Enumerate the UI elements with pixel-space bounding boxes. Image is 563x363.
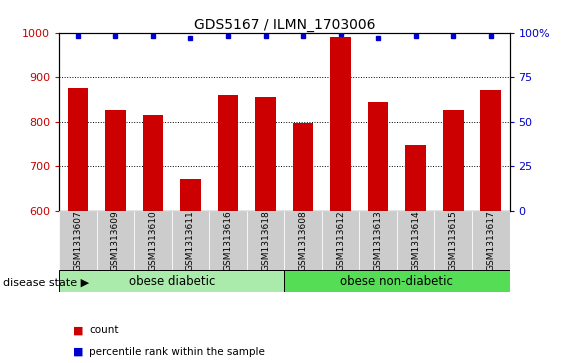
Bar (443, 110, 463, 211)
FancyBboxPatch shape (97, 211, 134, 270)
Bar (368, 102, 388, 211)
Text: GSM1313608: GSM1313608 (298, 210, 307, 271)
Text: percentile rank within the sample: percentile rank within the sample (89, 347, 265, 357)
FancyBboxPatch shape (59, 270, 284, 292)
FancyBboxPatch shape (247, 211, 284, 270)
FancyBboxPatch shape (134, 211, 172, 270)
FancyBboxPatch shape (435, 211, 472, 270)
Text: GSM1313613: GSM1313613 (374, 210, 383, 271)
Bar (255, 97, 276, 211)
Title: GDS5167 / ILMN_1703006: GDS5167 / ILMN_1703006 (194, 18, 375, 32)
Bar (293, 123, 314, 211)
Text: obese non-diabetic: obese non-diabetic (341, 275, 453, 288)
Bar (330, 37, 351, 211)
FancyBboxPatch shape (397, 211, 435, 270)
FancyBboxPatch shape (172, 211, 209, 270)
Bar (480, 90, 501, 211)
Text: GSM1313607: GSM1313607 (73, 210, 82, 271)
Bar (105, 110, 126, 211)
FancyBboxPatch shape (59, 211, 97, 270)
Text: GSM1313612: GSM1313612 (336, 210, 345, 271)
Bar (218, 95, 238, 211)
Bar (180, 179, 201, 211)
Text: ■: ■ (73, 325, 84, 335)
Bar (68, 88, 88, 211)
FancyBboxPatch shape (284, 270, 510, 292)
Text: GSM1313614: GSM1313614 (411, 210, 420, 271)
Text: GSM1313611: GSM1313611 (186, 210, 195, 271)
FancyBboxPatch shape (322, 211, 359, 270)
Text: GSM1313610: GSM1313610 (149, 210, 158, 271)
Text: disease state ▶: disease state ▶ (3, 277, 89, 287)
Text: count: count (89, 325, 118, 335)
Text: GSM1313616: GSM1313616 (224, 210, 233, 271)
Bar (142, 115, 163, 211)
Text: obese diabetic: obese diabetic (128, 275, 215, 288)
Text: GSM1313618: GSM1313618 (261, 210, 270, 271)
Bar (405, 145, 426, 211)
FancyBboxPatch shape (359, 211, 397, 270)
FancyBboxPatch shape (472, 211, 510, 270)
Text: GSM1313615: GSM1313615 (449, 210, 458, 271)
Text: GSM1313617: GSM1313617 (486, 210, 495, 271)
FancyBboxPatch shape (209, 211, 247, 270)
Text: ■: ■ (73, 347, 84, 357)
FancyBboxPatch shape (284, 211, 322, 270)
Text: GSM1313609: GSM1313609 (111, 210, 120, 271)
